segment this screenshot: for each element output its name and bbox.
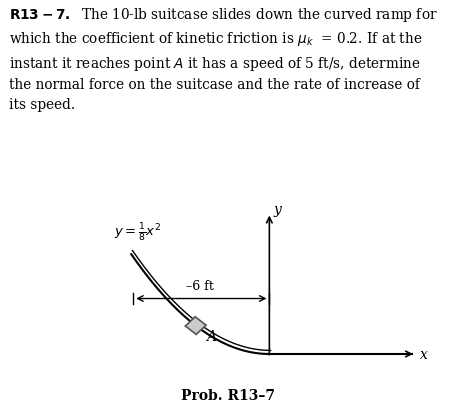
Bar: [185, 317, 206, 335]
Text: $\bf{R13-7.}$  The 10-lb suitcase slides down the curved ramp for
which the coef: $\bf{R13-7.}$ The 10-lb suitcase slides …: [9, 6, 438, 111]
Text: –6 ft: –6 ft: [187, 279, 214, 292]
Text: $y = \frac{1}{8}x^2$: $y = \frac{1}{8}x^2$: [114, 222, 162, 244]
Text: y: y: [273, 202, 282, 216]
Text: A: A: [206, 329, 216, 343]
Text: Prob. R13–7: Prob. R13–7: [181, 388, 274, 402]
Text: x: x: [420, 347, 428, 361]
